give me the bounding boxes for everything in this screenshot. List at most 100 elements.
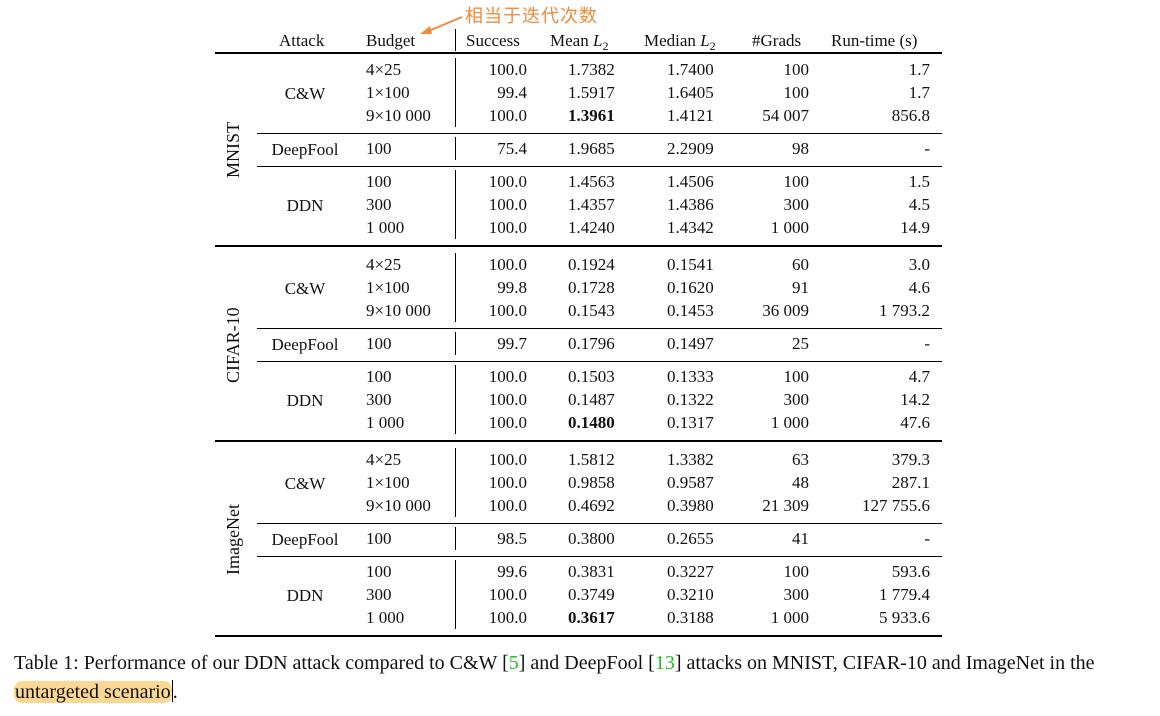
group-divider — [455, 137, 456, 160]
dataset-rule — [215, 635, 942, 637]
success-cell: 100.0 — [488, 301, 527, 320]
grads-cell: 54 007 — [762, 106, 809, 125]
success-cell: 100.0 — [488, 218, 527, 237]
runtime-cell: 1.7 — [908, 60, 930, 79]
runtime-cell: 127 755.6 — [862, 496, 930, 515]
runtime-cell: 856.8 — [891, 106, 930, 125]
success-cell: 100.0 — [488, 106, 527, 125]
mean-l2-cell: 0.3800 — [568, 529, 615, 548]
attack-label: DeepFool — [271, 139, 339, 159]
success-cell: 100.0 — [488, 255, 527, 274]
runtime-cell: 593.6 — [891, 562, 930, 581]
success-cell: 99.6 — [497, 562, 527, 581]
median-l2-cell: 0.3188 — [667, 608, 714, 627]
median-l2-cell: 0.9587 — [667, 473, 714, 492]
group-rule — [257, 133, 942, 134]
median-l2-cell: 1.4386 — [667, 195, 714, 214]
budget-cell: 100 — [366, 172, 392, 191]
group-rule — [257, 166, 942, 167]
dataset-rule — [215, 245, 942, 247]
runtime-cell: 287.1 — [891, 473, 930, 492]
median-l2-cell: 1.4342 — [667, 218, 714, 237]
grads-cell: 1 000 — [770, 608, 809, 627]
grads-cell: 100 — [783, 562, 810, 581]
median-l2-cell: 0.1541 — [667, 255, 714, 274]
success-cell: 100.0 — [488, 367, 527, 386]
grads-cell: 300 — [783, 585, 810, 604]
median-l2-cell: 0.1317 — [667, 413, 714, 432]
success-cell: 75.4 — [497, 139, 527, 158]
attack-label: C&W — [284, 83, 326, 103]
runtime-cell: 5 933.6 — [879, 608, 930, 627]
budget-cell: 100 — [366, 334, 392, 353]
runtime-cell: - — [924, 139, 930, 158]
runtime-cell: 1.7 — [908, 83, 930, 102]
header-divider — [455, 29, 456, 51]
text-cursor — [171, 680, 173, 702]
median-l2-cell: 0.1453 — [667, 301, 714, 320]
grads-cell: 100 — [783, 83, 810, 102]
budget-cell: 1×100 — [366, 83, 410, 102]
median-l2-cell: 0.1620 — [667, 278, 714, 297]
mean-l2-cell: 0.3617 — [568, 608, 615, 627]
attack-label: C&W — [284, 473, 326, 493]
median-l2-cell: 0.1322 — [667, 390, 714, 409]
median-l2-cell: 0.1333 — [667, 367, 714, 386]
budget-cell: 4×25 — [366, 450, 402, 469]
grads-cell: 1 000 — [770, 413, 809, 432]
budget-cell: 300 — [366, 195, 392, 214]
budget-cell: 100 — [366, 562, 392, 581]
attack-label: DDN — [286, 585, 324, 605]
citation-13[interactable]: 13 — [654, 652, 675, 674]
grads-cell: 60 — [792, 255, 809, 274]
highlighted-text[interactable]: untargeted scenario — [14, 681, 172, 703]
citation-5[interactable]: 5 — [508, 652, 519, 674]
grads-cell: 1 000 — [770, 218, 809, 237]
success-cell: 99.7 — [497, 334, 527, 353]
header-runtime: Run-time (s) — [831, 31, 918, 50]
group-divider — [455, 448, 456, 517]
header-budget: Budget — [366, 31, 416, 50]
header-median-l2: Median L2 — [644, 31, 716, 53]
budget-cell: 100 — [366, 367, 392, 386]
median-l2-cell: 0.3227 — [667, 562, 714, 581]
grads-cell: 63 — [792, 450, 809, 469]
median-l2-cell: 1.3382 — [667, 450, 714, 469]
median-l2-cell: 1.6405 — [667, 83, 714, 102]
group-rule — [257, 328, 942, 329]
runtime-cell: 379.3 — [891, 450, 930, 469]
mean-l2-cell: 1.3961 — [568, 106, 615, 125]
mean-l2-cell: 1.4563 — [568, 172, 615, 191]
group-divider — [455, 365, 456, 434]
dataset-label: MNIST — [223, 121, 243, 178]
mean-l2-cell: 0.1487 — [568, 390, 615, 409]
budget-cell: 1 000 — [366, 608, 405, 627]
grads-cell: 91 — [792, 278, 809, 297]
group-rule — [257, 556, 942, 557]
runtime-cell: 47.6 — [900, 413, 930, 432]
success-cell: 100.0 — [488, 450, 527, 469]
budget-cell: 1 000 — [366, 413, 405, 432]
dataset-rule — [215, 440, 942, 442]
median-l2-cell: 0.2655 — [667, 529, 714, 548]
group-divider — [455, 560, 456, 629]
group-divider — [455, 170, 456, 239]
attack-label: DDN — [286, 390, 324, 410]
budget-cell: 4×25 — [366, 60, 402, 79]
success-cell: 100.0 — [488, 195, 527, 214]
mean-l2-cell: 0.3831 — [568, 562, 615, 581]
success-cell: 100.0 — [488, 496, 527, 515]
median-l2-cell: 0.3210 — [667, 585, 714, 604]
success-cell: 100.0 — [488, 473, 527, 492]
budget-cell: 100 — [366, 529, 392, 548]
budget-cell: 4×25 — [366, 255, 402, 274]
success-cell: 100.0 — [488, 390, 527, 409]
dataset-label: CIFAR-10 — [223, 306, 243, 383]
grads-cell: 300 — [783, 195, 810, 214]
median-l2-cell: 0.3980 — [667, 496, 714, 515]
budget-cell: 9×10 000 — [366, 301, 431, 320]
grads-cell: 100 — [783, 172, 810, 191]
runtime-cell: 14.9 — [900, 218, 930, 237]
success-cell: 100.0 — [488, 172, 527, 191]
grads-cell: 21 309 — [762, 496, 809, 515]
